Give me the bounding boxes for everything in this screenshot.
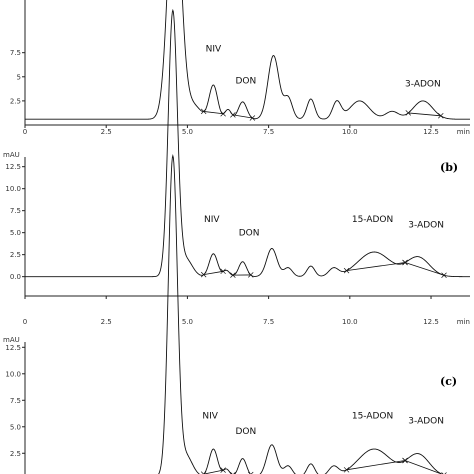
- y-tick-label: 0.0: [10, 273, 21, 281]
- integration-marker: [343, 467, 350, 473]
- y-tick-label: 10.0: [5, 370, 21, 378]
- x-unit-label: min: [457, 318, 470, 326]
- x-tick-label: 0: [23, 318, 27, 326]
- y-tick-label: 12.5: [5, 344, 21, 352]
- y-tick-label: 5.0: [10, 423, 21, 431]
- integration-marker: [441, 272, 447, 278]
- integration-marker: [230, 272, 236, 278]
- integration-baseline: [404, 262, 445, 276]
- y-unit-label: mAU: [3, 151, 20, 159]
- x-tick-label: 10.0: [342, 128, 358, 136]
- x-tick-label: 10.0: [342, 318, 358, 326]
- integration-baseline: [408, 112, 441, 117]
- integration-baseline: [203, 111, 224, 115]
- x-tick-label: 7.5: [263, 318, 274, 326]
- integration-marker: [220, 467, 226, 473]
- y-tick-label: 10.0: [5, 185, 21, 193]
- integration-marker: [220, 268, 226, 275]
- y-tick-label: 7.5: [10, 397, 21, 405]
- y-tick-label: 2.5: [10, 251, 21, 259]
- integration-baseline: [232, 114, 253, 119]
- integration-marker: [200, 471, 207, 474]
- integration-marker: [343, 267, 350, 274]
- y-tick-label: 5.0: [10, 229, 21, 237]
- integration-marker: [405, 110, 412, 116]
- peak-label: 15-ADON: [352, 411, 393, 421]
- integration-baseline: [203, 270, 224, 276]
- integration-baseline: [404, 460, 443, 474]
- peak-label: DON: [236, 77, 257, 87]
- peak-label: 3-ADON: [408, 417, 444, 427]
- x-tick-label: 7.5: [263, 128, 274, 136]
- y-tick-label: 12.5: [5, 163, 21, 171]
- peak-label: NIV: [204, 215, 220, 225]
- x-tick-label: 0: [23, 128, 27, 136]
- x-tick-label: 5.0: [182, 128, 193, 136]
- y-tick-label: 2.5: [10, 97, 21, 105]
- integration-marker: [249, 115, 256, 121]
- peak-label: 3-ADON: [408, 220, 444, 230]
- x-tick-label: 12.5: [423, 318, 439, 326]
- x-tick-label: 2.5: [101, 318, 112, 326]
- integration-baseline: [346, 262, 406, 272]
- y-tick-label: 7.5: [10, 207, 21, 215]
- x-tick-label: 12.5: [423, 128, 439, 136]
- panel-label: (c): [440, 375, 457, 388]
- panel-label: (b): [440, 161, 458, 174]
- integration-baseline: [346, 460, 406, 471]
- integration-marker: [402, 457, 408, 464]
- peak-label: NIV: [202, 411, 218, 421]
- integration-marker: [200, 108, 207, 115]
- peak-label: 3-ADON: [405, 79, 441, 89]
- integration-marker: [248, 471, 254, 474]
- chromatogram-trace-1: [25, 0, 470, 120]
- peak-label: 15-ADON: [352, 215, 393, 225]
- peak-label: DON: [239, 228, 260, 238]
- y-unit-label: mAU: [3, 336, 20, 344]
- y-tick-label: 2.5: [10, 450, 21, 458]
- peak-label: DON: [236, 427, 257, 437]
- integration-marker: [402, 259, 408, 266]
- x-tick-label: 5.0: [182, 318, 193, 326]
- peak-label: NIV: [206, 45, 222, 55]
- integration-marker: [220, 110, 226, 117]
- y-tick-label: 5: [17, 73, 21, 81]
- integration-marker: [230, 472, 236, 474]
- integration-marker: [230, 112, 236, 118]
- x-tick-label: 2.5: [101, 128, 112, 136]
- integration-marker: [438, 113, 444, 119]
- integration-marker: [441, 472, 447, 474]
- x-unit-label: min: [457, 128, 470, 136]
- y-tick-label: 7.5: [10, 49, 21, 57]
- integration-marker: [248, 272, 254, 278]
- integration-marker: [200, 271, 207, 278]
